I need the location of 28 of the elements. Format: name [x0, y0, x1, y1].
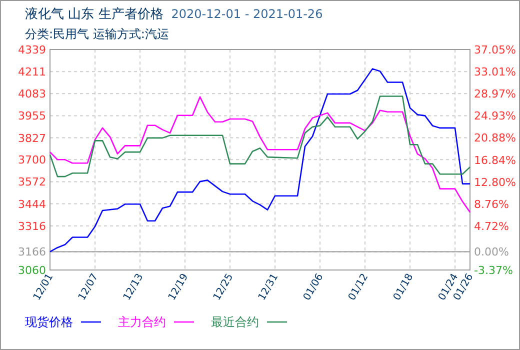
- y2-tick-label: 0.00%: [474, 246, 509, 259]
- y2-tick-label: 37.05%: [474, 44, 516, 56]
- y2-tick-label: 33.01%: [474, 66, 516, 79]
- y2-tick-label: 20.88%: [474, 132, 516, 145]
- y-tick-label: 4339: [18, 44, 46, 56]
- y-tick-label: 3166: [18, 246, 46, 259]
- y2-tick-label: 24.93%: [474, 110, 516, 123]
- y2-tick-label: 16.84%: [474, 154, 516, 167]
- y-tick-label: 3444: [18, 198, 46, 211]
- y2-tick-label: 8.76%: [474, 198, 509, 211]
- legend-label: 现货价格: [25, 315, 73, 329]
- y2-tick-label: 4.72%: [474, 220, 509, 233]
- y-tick-label: 3827: [18, 132, 46, 145]
- y2-tick-label: 28.97%: [474, 88, 516, 101]
- legend-label: 最近合约: [211, 315, 259, 329]
- y-tick-label: 4083: [18, 88, 46, 101]
- chart-subtitle: 分类:民用气 运输方式:汽运: [25, 27, 169, 41]
- y-tick-label: 3060: [18, 264, 46, 277]
- y2-tick-label: 12.80%: [474, 176, 516, 189]
- y2-tick-label: -3.37%: [474, 264, 513, 277]
- y-tick-label: 3700: [18, 154, 46, 167]
- y-tick-label: 3955: [18, 110, 46, 123]
- text: 2020-12-01 - 2021-01-26: [171, 7, 323, 21]
- chart-title: 液化气 山东 生产者价格: [25, 7, 164, 22]
- y-tick-label: 3572: [18, 176, 46, 189]
- legend-label: 主力合约: [118, 315, 166, 329]
- y-tick-label: 3316: [18, 220, 46, 233]
- y-tick-label: 4211: [18, 66, 46, 79]
